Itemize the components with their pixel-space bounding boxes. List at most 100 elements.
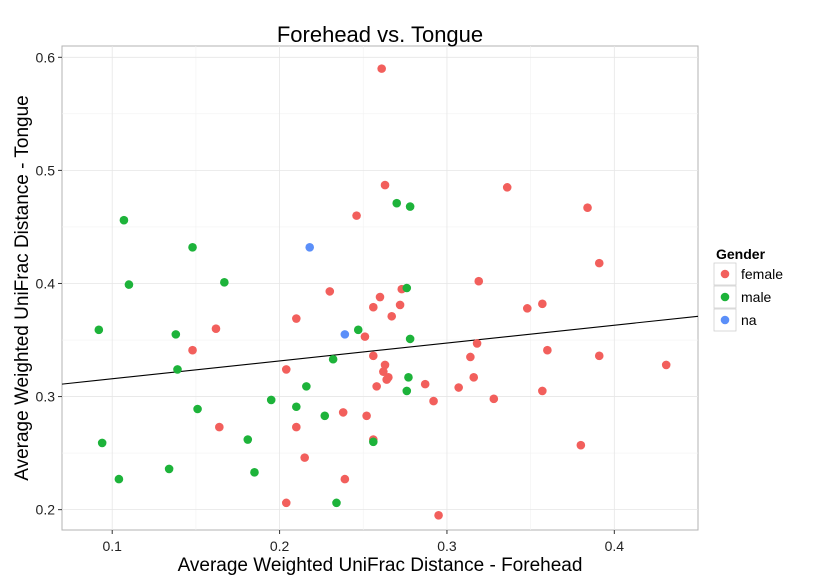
point-na xyxy=(305,242,315,252)
point-male xyxy=(320,411,330,421)
point-female xyxy=(522,304,532,313)
point-female xyxy=(538,299,547,309)
point-male xyxy=(164,464,174,474)
x-axis-ticks: 0.1 0.2 0.3 0.4 xyxy=(102,530,624,554)
point-male xyxy=(188,242,197,252)
point-male xyxy=(302,382,311,391)
point-female xyxy=(369,302,378,312)
point-male xyxy=(404,373,413,382)
x-tick-label: 0.2 xyxy=(270,538,290,554)
y-tick-label: 0.6 xyxy=(36,49,56,65)
point-male xyxy=(171,330,181,339)
point-female xyxy=(420,379,430,389)
point-female xyxy=(594,258,604,268)
point-female xyxy=(380,360,390,370)
point-female xyxy=(379,367,388,376)
point-female xyxy=(538,386,547,396)
point-female xyxy=(472,339,482,348)
point-female xyxy=(292,422,301,432)
point-male xyxy=(114,474,124,484)
point-female xyxy=(340,474,350,484)
point-female xyxy=(474,276,484,286)
point-female xyxy=(362,411,371,421)
point-female xyxy=(466,352,475,362)
point-female xyxy=(325,287,335,296)
point-female xyxy=(188,345,197,355)
point-female xyxy=(387,311,397,321)
point-female xyxy=(211,324,221,334)
point-female xyxy=(594,351,604,361)
point-male xyxy=(193,404,202,414)
point-male xyxy=(353,325,363,335)
point-female xyxy=(502,183,512,192)
plot-panel xyxy=(61,45,699,531)
chart-title: Forehead vs. Tongue xyxy=(277,22,483,47)
legend-title: Gender xyxy=(716,246,766,262)
y-axis-title: Average Weighted UniFrac Distance - Tong… xyxy=(12,95,33,481)
point-female xyxy=(429,396,438,406)
data-points xyxy=(94,64,671,520)
point-male xyxy=(402,386,412,396)
y-tick-label: 0.2 xyxy=(36,502,56,518)
point-female xyxy=(352,211,361,220)
point-male xyxy=(332,498,341,508)
point-female xyxy=(377,64,386,73)
point-female xyxy=(281,498,291,508)
point-female xyxy=(543,345,552,355)
y-tick-label: 0.5 xyxy=(36,162,56,178)
legend-label-female: female xyxy=(741,266,783,282)
point-female xyxy=(489,394,499,404)
point-male xyxy=(405,334,415,344)
point-female xyxy=(360,332,370,341)
point-female xyxy=(292,314,301,323)
point-male xyxy=(173,365,182,374)
point-male xyxy=(369,437,378,447)
point-female xyxy=(380,180,390,190)
legend-label-na: na xyxy=(741,312,757,328)
y-tick-label: 0.4 xyxy=(36,275,56,291)
point-female xyxy=(469,373,479,382)
point-male xyxy=(292,402,301,412)
y-axis-ticks: 0.2 0.3 0.4 0.5 0.6 xyxy=(36,49,62,518)
regression-line xyxy=(61,315,699,385)
point-female xyxy=(215,422,224,432)
point-na xyxy=(340,330,350,339)
point-male xyxy=(328,354,338,364)
legend-label-male: male xyxy=(741,289,772,305)
point-female xyxy=(300,453,309,462)
x-tick-label: 0.1 xyxy=(102,538,122,554)
point-male xyxy=(266,395,276,405)
x-axis-title: Average Weighted UniFrac Distance - Fore… xyxy=(178,555,583,576)
point-female xyxy=(369,351,378,361)
point-female xyxy=(395,300,405,310)
point-female xyxy=(583,203,592,213)
grid-lines xyxy=(62,46,698,530)
point-male xyxy=(220,278,229,287)
point-male xyxy=(392,198,402,208)
point-male xyxy=(94,325,104,335)
x-tick-label: 0.3 xyxy=(437,538,457,554)
regression-line-group xyxy=(61,315,699,385)
point-female xyxy=(281,365,291,374)
point-female xyxy=(382,375,391,384)
y-tick-label: 0.3 xyxy=(36,389,56,405)
x-tick-label: 0.4 xyxy=(605,538,625,554)
point-male xyxy=(402,283,412,293)
legend-key-symbol xyxy=(720,315,730,325)
point-female xyxy=(372,382,381,391)
legend-key-symbol xyxy=(720,269,730,279)
point-female xyxy=(338,408,348,417)
point-female xyxy=(576,440,586,450)
legend-key-symbol xyxy=(720,292,730,302)
point-male xyxy=(250,468,259,477)
point-female xyxy=(434,510,443,520)
point-male xyxy=(243,435,253,444)
point-female xyxy=(375,292,385,302)
point-male xyxy=(405,202,415,211)
point-female xyxy=(661,360,671,370)
legend-entries: female male na xyxy=(713,262,783,332)
point-female xyxy=(454,383,463,392)
legend: Gender female male na xyxy=(713,246,783,332)
point-male xyxy=(124,280,134,289)
